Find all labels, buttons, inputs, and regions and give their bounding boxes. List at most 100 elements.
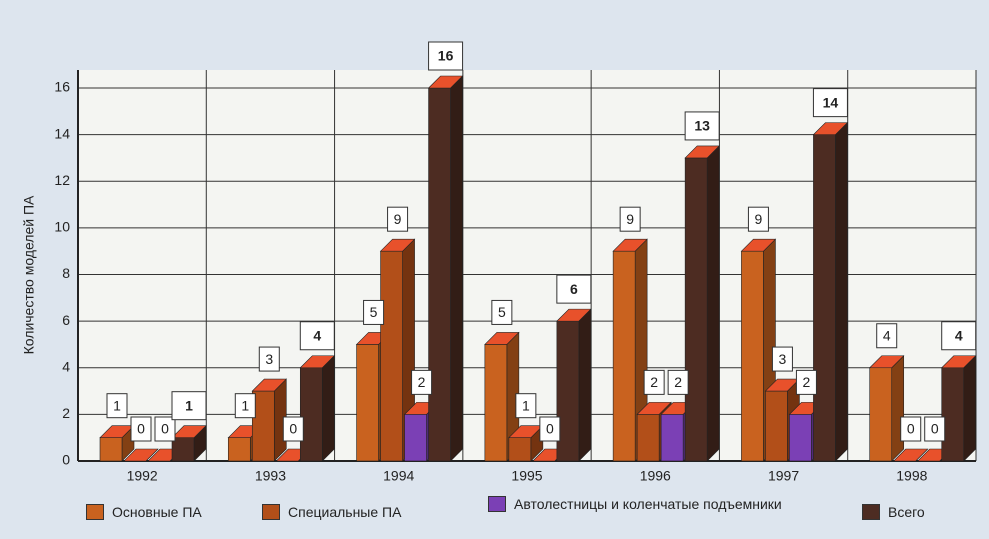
data-label-box [876,323,898,349]
bar-face [227,437,251,462]
bar-face [868,355,905,369]
bar-face [612,238,648,252]
data-label-box [941,321,977,351]
bar [251,378,288,462]
bar [812,121,849,462]
bar [123,448,159,462]
data-label: 3 [265,351,273,367]
data-label-box [106,393,128,419]
bar [868,355,905,462]
legend-item: Автолестницы и коленчатые подъемники [488,496,808,512]
x-tick-label: 1998 [896,468,927,484]
data-label-box [411,369,433,395]
x-tick-label: 1992 [127,468,158,484]
bar-face [940,355,977,369]
bar [484,331,520,462]
legend-label: Основные ПА [112,504,202,520]
data-label-box [747,206,769,232]
data-label: 13 [694,118,710,134]
data-label: 1 [185,397,193,413]
y-tick-label: 14 [54,125,70,141]
bar-face [660,414,684,462]
data-label: 0 [546,421,554,437]
y-tick-label: 2 [62,405,70,421]
data-label-box [258,346,280,372]
y-axis-label: Количество моделей ПА [21,195,37,354]
data-label-box [515,393,537,419]
legend-label: Автолестницы и коленчатые подъемники [514,496,782,512]
bar-face [813,134,836,462]
bar [299,355,336,462]
bar-face [891,355,905,462]
bar-face [636,414,660,462]
legend-item: Основные ПА [86,504,202,520]
data-label: 5 [498,304,506,320]
y-tick-label: 4 [62,358,70,374]
bar-face [765,390,788,462]
bar-face [299,355,336,369]
legend-label: Специальные ПА [288,504,402,520]
bar-face [508,437,532,462]
bar-face [356,344,379,462]
legend-swatch [488,496,506,512]
data-label: 4 [883,327,891,343]
data-label: 0 [931,421,939,437]
data-label: 0 [137,421,145,437]
bar-face [484,332,520,345]
legend-item: Специальные ПА [262,504,401,520]
bar-face [740,238,777,252]
data-label-box [234,393,256,419]
bar [612,238,648,462]
bar-face [789,414,812,462]
data-label-box [299,321,335,351]
data-label: 0 [907,421,915,437]
legend-item: Всего [862,504,925,520]
data-label: 4 [955,327,963,343]
data-label-box [684,111,720,141]
bar [171,424,207,462]
data-label-box [387,206,409,232]
bar-face [741,250,764,462]
data-label: 2 [650,374,658,390]
bar-face [636,402,672,415]
bar-face [123,448,159,462]
data-label-box [130,416,152,442]
bar-face [171,425,207,438]
y-tick-label: 6 [62,312,70,328]
data-label: 16 [438,48,454,64]
data-label: 0 [289,421,297,437]
data-label-box [363,299,385,325]
data-label-box [154,416,176,442]
bar-face [450,75,463,462]
data-label-box [282,416,304,442]
bar-face [578,308,592,462]
bar-face [941,367,965,462]
bar [556,308,592,462]
data-label-box [667,369,689,395]
bar-face [963,355,977,462]
legend-label: Всего [888,504,925,520]
data-label: 3 [779,351,787,367]
bar-face [99,437,123,462]
x-tick-label: 1995 [511,468,542,484]
bar-face [869,367,893,462]
data-label: 14 [823,94,839,110]
data-label: 0 [161,421,169,437]
bar-face [251,378,288,392]
data-label-box [795,369,817,395]
x-tick-label: 1997 [768,468,799,484]
data-label-box [491,299,513,325]
y-tick-label: 8 [62,265,70,281]
bar-face [684,145,720,159]
data-label: 5 [370,304,378,320]
x-tick-label: 1993 [255,468,286,484]
bar [99,424,135,462]
legend: Основные ПА Специальные ПА Автолестницы и … [0,496,989,536]
data-label-box [171,391,207,421]
data-label: 9 [755,211,763,227]
data-label: 9 [626,211,634,227]
y-tick-label: 16 [54,79,70,95]
data-label-box [924,416,946,442]
data-label: 1 [113,397,121,413]
